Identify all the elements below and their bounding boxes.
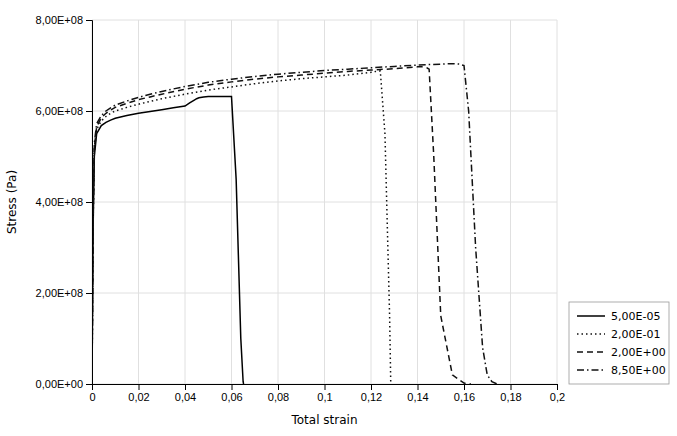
- y-axis-label: Stress (Pa): [5, 170, 19, 234]
- x-tick-mark: [371, 384, 372, 390]
- x-domain: [93, 385, 558, 391]
- y-tick-label: 0,00E+00: [36, 378, 83, 390]
- x-tick-mark: [232, 384, 233, 390]
- x-tick-mark: [418, 384, 419, 390]
- x-tick: 0,2: [550, 384, 565, 403]
- x-tick-label: 0,08: [268, 391, 289, 403]
- plot: 00,020,040,060,080,10,120,140,160,180,20…: [5, 14, 669, 427]
- legend-label: 5,00E-05: [611, 310, 660, 323]
- legend-item: 5,00E-05: [577, 310, 660, 323]
- y-tick-mark: [86, 384, 92, 385]
- x-tick: 0,04: [175, 384, 196, 403]
- grid-line-y: [92, 202, 557, 203]
- legend-swatch: [577, 369, 605, 371]
- x-tick-mark: [464, 384, 465, 390]
- grid-line-y: [92, 293, 557, 294]
- x-tick-mark: [325, 384, 326, 390]
- x-tick-mark: [185, 384, 186, 390]
- chart-container: 00,020,040,060,080,10,120,140,160,180,20…: [0, 0, 677, 436]
- x-tick: 0,14: [407, 384, 428, 403]
- y-tick-label: 4,00E+08: [36, 196, 83, 208]
- y-domain: [86, 21, 93, 385]
- legend-label: 8,50E+00: [611, 364, 666, 377]
- x-axis-label: Total strain: [290, 413, 357, 427]
- legend-label: 2,00E-01: [611, 328, 660, 341]
- y-tick: 6,00E+08: [36, 105, 92, 117]
- grid-line-y: [92, 111, 557, 112]
- x-tick-label: 0,1: [317, 391, 332, 403]
- x-tick-mark: [511, 384, 512, 390]
- y-tick-mark: [86, 20, 92, 21]
- x-tick: 0,06: [221, 384, 242, 403]
- x-tick-mark: [139, 384, 140, 390]
- y-tick-mark: [86, 202, 92, 203]
- series-line: [92, 71, 391, 384]
- x-tick-mark: [278, 384, 279, 390]
- x-tick-label: 0,2: [550, 391, 565, 403]
- x-tick-label: 0: [89, 391, 95, 403]
- legend-item: 2,00E-01: [577, 328, 660, 341]
- y-axis: 0,00E+00 2,00E+08 4,00E+08 6,00E+08 8,00E+08: [36, 14, 93, 390]
- x-tick: 0,1: [317, 384, 332, 403]
- x-tick: 0,12: [361, 384, 382, 403]
- series-line: [92, 67, 471, 384]
- legend-box: [569, 302, 669, 384]
- y-tick-mark: [86, 293, 92, 294]
- x-tick-label: 0,02: [128, 391, 149, 403]
- x-tick: 0,02: [128, 384, 149, 403]
- y-tick-label: 8,00E+08: [36, 14, 83, 26]
- y-tick: 4,00E+08: [36, 196, 92, 208]
- y-tick-label: 6,00E+08: [36, 105, 83, 117]
- y-tick: 8,00E+08: [36, 14, 92, 26]
- x-tick-label: 0,06: [221, 391, 242, 403]
- lines: [92, 64, 498, 384]
- x-tick: 0: [89, 384, 95, 403]
- x-tick-label: 0,04: [175, 391, 196, 403]
- x-tick-label: 0,14: [407, 391, 428, 403]
- legend: 5,00E-05 2,00E-01 2,00E+00 8,50E+00: [569, 302, 669, 384]
- legend-swatch: [577, 333, 605, 335]
- grid: [92, 20, 557, 384]
- y-tick-mark: [86, 111, 92, 112]
- x-tick-label: 0,18: [500, 391, 521, 403]
- legend-item: 8,50E+00: [577, 364, 666, 377]
- x-tick: 0,16: [454, 384, 475, 403]
- legend-item: 2,00E+00: [577, 346, 666, 359]
- y-tick: 2,00E+08: [36, 287, 92, 299]
- x-tick-mark: [557, 384, 558, 390]
- series-line: [92, 96, 244, 384]
- chart-svg: 00,020,040,060,080,10,120,140,160,180,20…: [0, 0, 677, 436]
- x-tick-label: 0,12: [361, 391, 382, 403]
- legend-swatch: [577, 351, 605, 353]
- x-axis: 0 0,02 0,04 0,06 0,08 0,1 0,12 0,14 0,16 0,18 0,2: [89, 384, 565, 403]
- x-tick: 0,08: [268, 384, 289, 403]
- y-tick: 0,00E+00: [36, 378, 92, 390]
- grid-line-y: [92, 20, 557, 21]
- x-tick: 0,18: [500, 384, 521, 403]
- series-line: [92, 64, 498, 384]
- x-tick-label: 0,16: [454, 391, 475, 403]
- legend-swatch: [577, 315, 605, 317]
- legend-label: 2,00E+00: [611, 346, 666, 359]
- y-tick-label: 2,00E+08: [36, 287, 83, 299]
